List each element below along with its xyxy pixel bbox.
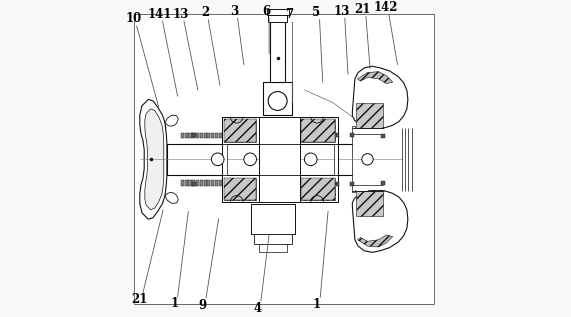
Bar — [192, 180, 195, 186]
Bar — [301, 119, 335, 142]
Circle shape — [268, 92, 287, 110]
Text: 141: 141 — [147, 8, 171, 21]
Text: 1: 1 — [170, 297, 179, 310]
Bar — [224, 119, 256, 142]
Bar — [223, 117, 259, 144]
Bar — [192, 133, 196, 137]
Text: 13: 13 — [333, 4, 350, 17]
Text: 21: 21 — [131, 293, 148, 306]
Bar — [192, 133, 195, 139]
Bar — [211, 133, 214, 139]
Bar — [254, 234, 292, 244]
Bar — [300, 117, 337, 144]
Bar — [263, 82, 292, 115]
Bar — [184, 180, 188, 186]
Polygon shape — [357, 235, 393, 247]
Bar — [259, 144, 300, 175]
Bar — [188, 133, 191, 139]
Bar — [270, 21, 285, 82]
Bar — [219, 180, 222, 186]
Polygon shape — [145, 109, 164, 210]
Bar — [267, 9, 289, 15]
Text: 6: 6 — [262, 4, 270, 17]
Bar — [301, 178, 335, 200]
Bar — [336, 133, 339, 137]
Circle shape — [211, 153, 224, 165]
Bar — [219, 133, 222, 139]
Polygon shape — [165, 115, 178, 126]
Bar — [188, 180, 191, 186]
Bar — [251, 204, 295, 234]
Bar — [356, 102, 383, 128]
Bar — [381, 134, 385, 138]
Circle shape — [304, 153, 317, 165]
Bar — [259, 117, 300, 144]
Bar — [224, 178, 256, 200]
Bar — [301, 178, 335, 200]
Bar — [335, 144, 337, 175]
Bar — [181, 180, 184, 186]
Circle shape — [244, 153, 256, 165]
Text: 7: 7 — [286, 8, 293, 21]
Bar — [224, 119, 256, 142]
Bar — [259, 243, 287, 252]
Bar — [192, 182, 196, 186]
Bar — [352, 126, 355, 192]
Bar — [184, 133, 188, 139]
Circle shape — [362, 154, 373, 165]
Bar — [259, 175, 300, 202]
Text: 4: 4 — [254, 302, 262, 315]
Text: 5: 5 — [312, 6, 320, 19]
Bar — [300, 175, 337, 202]
Bar — [223, 175, 259, 202]
Bar — [215, 180, 218, 186]
Bar — [200, 133, 203, 139]
Text: 13: 13 — [172, 8, 189, 21]
Polygon shape — [352, 66, 408, 128]
Bar — [196, 133, 199, 139]
Bar — [211, 180, 214, 186]
Bar — [167, 144, 355, 175]
Polygon shape — [357, 72, 393, 84]
Text: 142: 142 — [373, 1, 398, 15]
Bar — [224, 178, 256, 200]
Bar — [207, 133, 211, 139]
Bar — [215, 133, 218, 139]
Bar — [356, 191, 383, 216]
Bar — [223, 144, 227, 175]
Bar — [381, 181, 385, 185]
Polygon shape — [352, 190, 408, 252]
Bar — [203, 133, 207, 139]
Text: 10: 10 — [126, 12, 142, 25]
Text: 1: 1 — [313, 298, 321, 311]
Bar — [207, 180, 211, 186]
Text: 2: 2 — [201, 6, 209, 19]
Bar — [301, 119, 335, 142]
Bar — [196, 180, 199, 186]
Text: 3: 3 — [230, 4, 239, 17]
Bar — [355, 128, 408, 190]
Bar — [181, 133, 184, 139]
Bar — [350, 182, 353, 186]
Bar — [203, 180, 207, 186]
Polygon shape — [165, 192, 178, 204]
Bar — [268, 14, 287, 22]
Bar — [200, 180, 203, 186]
Polygon shape — [140, 100, 167, 219]
Bar — [336, 182, 339, 186]
Text: 9: 9 — [199, 299, 207, 312]
Bar — [350, 133, 353, 137]
Text: 21: 21 — [355, 3, 371, 16]
